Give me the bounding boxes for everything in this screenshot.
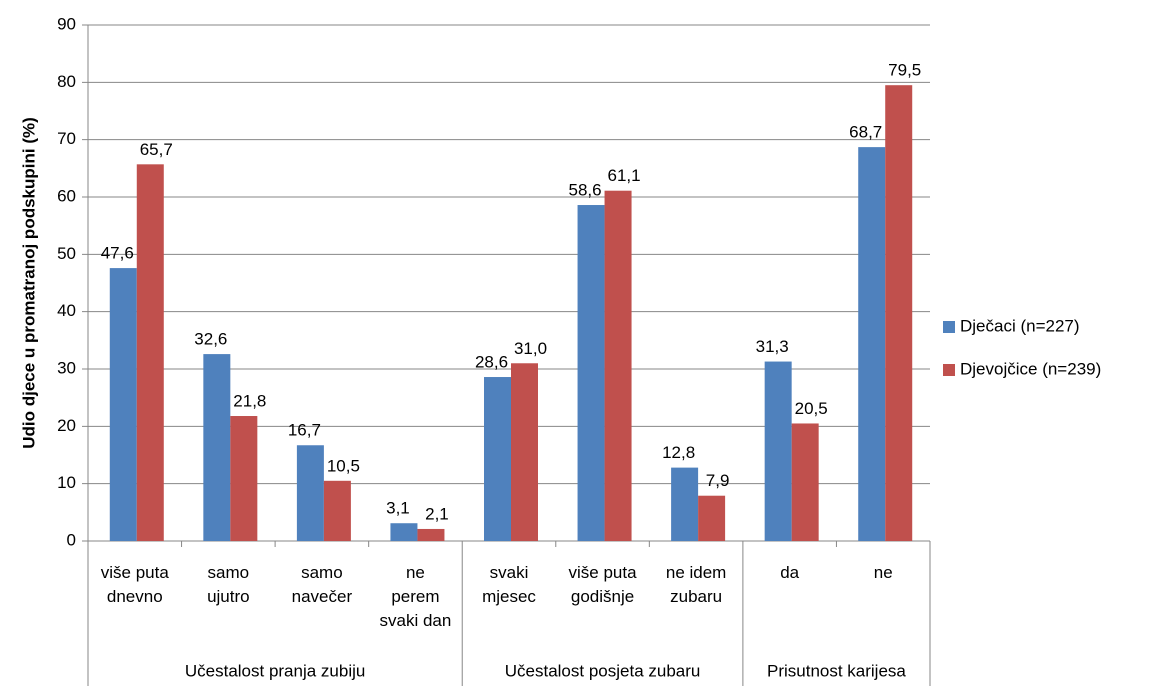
x-tick-label: svaki mjesec — [482, 563, 536, 606]
x-tick-label: samo ujutro — [207, 563, 250, 606]
y-tick-label: 20 — [57, 416, 76, 435]
x-tick-label: ne — [873, 563, 893, 582]
data-label: 3,1 — [386, 499, 410, 518]
y-tick-label: 10 — [57, 473, 76, 492]
bar — [791, 423, 819, 541]
bar — [604, 190, 632, 541]
y-tick-label: 70 — [57, 129, 76, 148]
bar — [109, 268, 137, 541]
data-label: 61,1 — [608, 166, 641, 185]
data-label: 7,9 — [706, 471, 730, 490]
y-tick-label: 30 — [57, 358, 76, 377]
data-label: 68,7 — [849, 123, 882, 142]
bar — [230, 416, 258, 541]
bar — [203, 354, 231, 541]
y-tick-label: 0 — [67, 530, 76, 549]
bar — [296, 445, 324, 541]
data-label: 31,0 — [514, 339, 547, 358]
legend-swatch — [943, 321, 955, 333]
data-label: 28,6 — [475, 353, 508, 372]
x-tick-label: ne perem svaki dan — [379, 563, 452, 630]
bar — [764, 361, 792, 541]
group-label: Prisutnost karijesa — [767, 661, 906, 680]
bar — [858, 147, 886, 541]
x-tick-label: više puta dnevno — [100, 563, 169, 606]
bar — [417, 528, 445, 541]
bar — [511, 363, 538, 541]
data-label: 65,7 — [140, 140, 173, 159]
y-tick-label: 80 — [57, 72, 76, 91]
bar — [577, 205, 605, 541]
x-tick-label: samo navečer — [291, 563, 353, 606]
bar — [484, 377, 511, 541]
data-label: 10,5 — [327, 456, 360, 475]
y-tick-label: 90 — [57, 14, 76, 33]
x-tick-label: ne idem zubaru — [665, 563, 727, 606]
group-label: Učestalost pranja zubiju — [185, 661, 365, 680]
bar — [390, 523, 418, 541]
data-label: 2,1 — [425, 504, 449, 523]
legend-swatch — [943, 364, 955, 376]
y-tick-label: 60 — [57, 186, 76, 205]
x-tick-label: da — [780, 563, 800, 582]
data-label: 79,5 — [888, 61, 921, 80]
data-label: 16,7 — [288, 421, 321, 440]
y-axis-label: Udio djece u promatranoj podskupini (%) — [19, 117, 38, 449]
bar — [698, 495, 726, 541]
bar — [136, 164, 164, 541]
y-tick-label: 50 — [57, 244, 76, 263]
x-tick-label: više puta godišnje — [568, 563, 637, 606]
data-label: 31,3 — [756, 337, 789, 356]
bar — [323, 480, 351, 541]
data-label: 47,6 — [101, 244, 134, 263]
bar — [671, 467, 699, 541]
data-label: 12,8 — [662, 443, 695, 462]
legend-label: Djevojčice (n=239) — [960, 359, 1101, 378]
data-label: 32,6 — [194, 330, 227, 349]
y-tick-label: 40 — [57, 301, 76, 320]
group-label: Učestalost posjeta zubaru — [505, 661, 701, 680]
bar — [885, 85, 913, 541]
data-label: 58,6 — [569, 181, 602, 200]
data-label: 20,5 — [795, 399, 828, 418]
data-label: 21,8 — [233, 391, 266, 410]
legend-label: Dječaci (n=227) — [960, 316, 1080, 335]
